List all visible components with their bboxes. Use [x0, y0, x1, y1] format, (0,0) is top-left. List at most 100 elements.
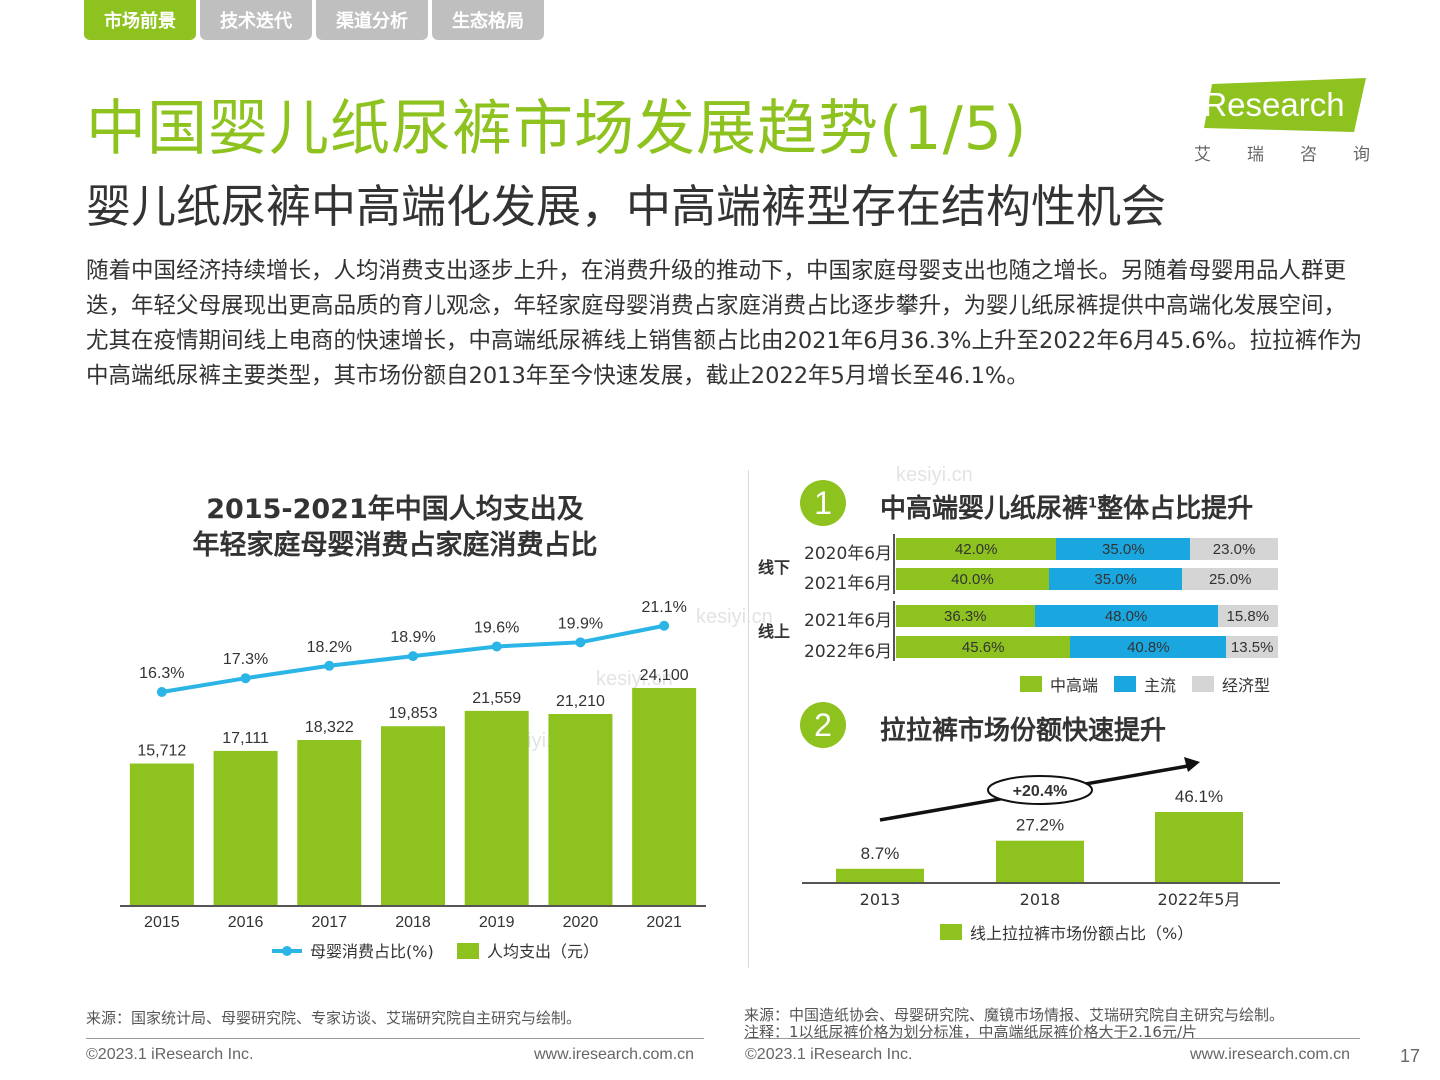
x-tick-label: 2015 [144, 914, 180, 931]
bar-value-label: 21,559 [472, 690, 521, 707]
section1-title: 中高端婴儿纸尿裤1整体占比提升 [880, 494, 1254, 524]
x-tick-label: 2020 [563, 914, 599, 931]
tab-market-outlook[interactable]: 市场前景 [84, 0, 196, 40]
line-point [491, 641, 502, 652]
group-label-offline: 线下 [758, 558, 791, 577]
bar-spend-per-capita [213, 750, 278, 905]
watermark: kesiyi.cn [596, 668, 673, 690]
bar-spend-per-capita [381, 726, 445, 905]
bar-pull-up-share [996, 840, 1084, 882]
axis-online [893, 601, 895, 661]
bar-spend-per-capita [129, 763, 194, 905]
footer-rule-right [744, 1038, 1360, 1039]
legend-label: 母婴消费占比(%) [310, 942, 434, 961]
x-tick-label: 2018 [395, 914, 431, 931]
tab-tech-iteration[interactable]: 技术迭代 [200, 0, 312, 40]
line-value-label: 18.9% [390, 629, 435, 646]
logo-chinese: 艾瑞咨询 [1194, 145, 1370, 165]
vertical-divider [748, 470, 749, 968]
iresearch-logo: iResearch 艾瑞咨询 [1190, 76, 1370, 166]
left-chart-title-line1: 2015-2021年中国人均支出及 [206, 494, 584, 525]
legend-item-economy: 经济型 [1192, 672, 1270, 696]
stacked-bar: 45.6% 40.8% 13.5% [896, 636, 1278, 658]
footer-copyright: ©2023.1 iResearch Inc. [745, 1046, 913, 1063]
line-value-label: 18.2% [307, 639, 352, 656]
bar-spend-per-capita [297, 740, 362, 905]
page-number: 17 [1400, 1046, 1421, 1066]
stack-segment-mainstream: 35.0% [1048, 568, 1183, 590]
section2-title: 拉拉裤市场份额快速提升 [880, 716, 1167, 746]
bar-pull-up-share [836, 868, 924, 882]
legend-item-premium: 中高端 [1020, 672, 1098, 696]
bar-value-label: 46.1% [1175, 787, 1223, 806]
left-chart-title-line2: 年轻家庭母婴消费占家庭消费占比 [192, 530, 598, 561]
source-left: 来源：国家统计局、母婴研究院、专家访谈、艾瑞研究院自主研究与绘制。 [86, 1009, 582, 1027]
stack-segment-premium: 40.0% [896, 568, 1049, 590]
row-label: 2021年6月 [804, 611, 893, 631]
x-tick-label: 2021 [646, 914, 682, 931]
note-right: 注释：1以纸尿裤价格为划分标准，中高端纸尿裤价格大于2.16元/片 [744, 1023, 1197, 1041]
axis-offline [893, 534, 895, 594]
legend-bar-swatch [940, 924, 962, 940]
legend-label: 人均支出（元） [487, 942, 599, 961]
stack-segment-premium: 42.0% [896, 538, 1057, 560]
left-chart-title: 2015-2021年中国人均支出及 年轻家庭母婴消费占家庭消费占比 [130, 492, 660, 564]
bar-value-label: 15,712 [137, 743, 186, 760]
x-tick-label: 2022年5月 [1158, 890, 1241, 909]
line-point [324, 660, 335, 671]
tab-ecosystem[interactable]: 生态格局 [432, 0, 544, 40]
bar-value-label: 19,853 [389, 705, 438, 722]
bar-pull-up-share [1155, 812, 1243, 882]
stack-segment-economy: 15.8% [1217, 605, 1278, 627]
tab-channel-analysis[interactable]: 渠道分析 [316, 0, 428, 40]
legend-bar-swatch [457, 943, 479, 959]
stack-segment-economy: 23.0% [1190, 538, 1278, 560]
x-tick-label: 2017 [311, 914, 347, 931]
bar-value-label: 17,111 [222, 730, 269, 747]
footer-url: www.iresearch.com.cn [1190, 1046, 1351, 1063]
section-tabs: 市场前景 技术迭代 渠道分析 生态格局 [84, 0, 544, 40]
line-point [408, 651, 418, 662]
bar-value-label: 21,210 [556, 693, 605, 710]
growth-annotation-oval [987, 775, 1093, 805]
stack-segment-mainstream: 48.0% [1034, 605, 1218, 627]
source-right: 来源：中国造纸协会、母婴研究院、魔镜市场情报、艾瑞研究院自主研究与绘制。 [744, 1006, 1285, 1024]
line-value-label: 19.6% [474, 619, 519, 636]
x-tick-label: 2019 [479, 914, 515, 931]
stack-segment-premium: 45.6% [896, 636, 1071, 658]
legend-swatch [1020, 676, 1042, 692]
footer-copyright: ©2023.1 iResearch Inc. [86, 1046, 254, 1063]
page-title: 中国婴儿纸尿裤市场发展趋势(1/5) [86, 94, 1028, 164]
stacked-bar: 42.0% 35.0% 23.0% [896, 538, 1278, 560]
bar-value-label: 8.7% [861, 844, 900, 863]
section2-number: 2 [800, 702, 846, 748]
stack-segment-economy: 13.5% [1226, 636, 1278, 658]
stack-segment-economy: 25.0% [1182, 568, 1278, 590]
line-value-label: 16.3% [139, 665, 184, 682]
legend-swatch [1114, 676, 1137, 692]
bar-value-label: 27.2% [1016, 816, 1064, 835]
line-point [240, 673, 251, 684]
section1-number: 1 [800, 480, 846, 526]
line-point [659, 620, 670, 631]
growth-annotation: +20.4% [1013, 783, 1068, 800]
x-tick-label: 2016 [228, 914, 264, 931]
row-label: 2022年6月 [804, 642, 893, 662]
row-label: 2021年6月 [804, 574, 893, 594]
logo-banner-shape [1204, 78, 1366, 132]
stack-segment-mainstream: 35.0% [1056, 538, 1191, 560]
page-subtitle: 婴儿纸尿裤中高端化发展，中高端裤型存在结构性机会 [86, 180, 1167, 233]
legend-swatch [1192, 676, 1215, 692]
line-point [156, 687, 167, 697]
bar-value-label: 24,100 [640, 667, 689, 684]
bar-spend-per-capita [632, 688, 697, 905]
legend-label: 线上拉拉裤市场份额占比（%） [970, 924, 1193, 943]
legend-item-mainstream: 主流 [1114, 672, 1176, 696]
trend-arrow-head [1184, 757, 1200, 772]
stacked-bar: 40.0% 35.0% 25.0% [896, 568, 1278, 590]
stacked-bar: 36.3% 48.0% 15.8% [896, 605, 1278, 627]
line-value-label: 17.3% [223, 651, 268, 668]
bar-spend-per-capita [464, 710, 529, 905]
row-label: 2020年6月 [804, 544, 893, 564]
bar-spend-per-capita [548, 714, 613, 905]
